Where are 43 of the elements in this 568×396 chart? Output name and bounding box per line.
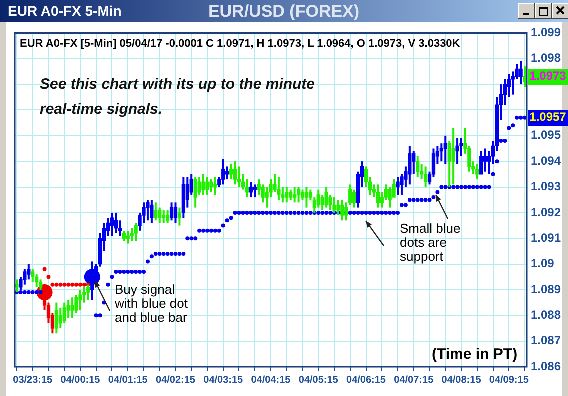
y-tick-label: 1.092 (531, 205, 562, 220)
y-tick-label: 1.09 (531, 256, 555, 271)
y-tick-label: 1.098 (531, 51, 562, 66)
y-tick-label: 1.086 (531, 359, 562, 374)
x-tick-label: 03/23:15 (13, 374, 54, 386)
x-tick-label: 04/04:15 (251, 374, 292, 386)
annotation: 1.0973 (528, 68, 568, 85)
point (74, 282, 79, 287)
x-tick-label: 04/07:15 (394, 374, 434, 386)
point (82, 282, 86, 287)
chart-title: EUR/USD (FOREX) (208, 2, 360, 21)
point (58, 282, 63, 287)
point (66, 282, 71, 287)
y-tick-label: 1.087 (531, 334, 562, 348)
y-tick-label: 1.089 (531, 282, 562, 296)
x-tick-label: 04/08:15 (442, 374, 482, 386)
y-tick-label: 1.091 (531, 230, 562, 245)
y-tick-label: 1.099 (531, 26, 562, 40)
point (54, 282, 59, 287)
text: EUR A0-FX 5-Min (8, 3, 122, 19)
point (70, 282, 75, 287)
point (78, 282, 82, 287)
point (42, 267, 47, 272)
annotation: Buy signal with blue dot and blue bar (115, 282, 189, 325)
annotation: (Time in PT) (432, 346, 518, 363)
annotation: See this chart with its up to the minute real-time signals. (40, 75, 316, 120)
x-tick-label: 04/00:15 (60, 374, 101, 386)
x-tick-label: 04/02:15 (156, 374, 196, 386)
annotation: 1.0957 (528, 110, 568, 126)
y-tick-label: 1.093 (531, 180, 562, 194)
x-tick-label: 04/06:15 (346, 374, 386, 386)
y-tick-label: 1.088 (531, 308, 562, 322)
x-tick-label: 04/05:15 (298, 374, 339, 386)
y-tick-label: 1.095 (531, 128, 562, 142)
x-tick-label: 04/01:15 (108, 374, 148, 386)
annotation: Small blue dots are support (400, 221, 462, 264)
x-tick-label: 04/09:15 (489, 374, 530, 386)
y-tick-label: 1.094 (531, 154, 562, 168)
chart-subtitle: EUR A0-FX [5-Min] 05/04/17 -0.0001 C 1.0971, H 1.0973, L 1.0964, O 1.0973, V 3.0330K (20, 38, 460, 50)
point (46, 275, 51, 280)
x-tick-label: 04/03:15 (204, 374, 244, 386)
point (50, 282, 55, 287)
point (62, 282, 67, 287)
